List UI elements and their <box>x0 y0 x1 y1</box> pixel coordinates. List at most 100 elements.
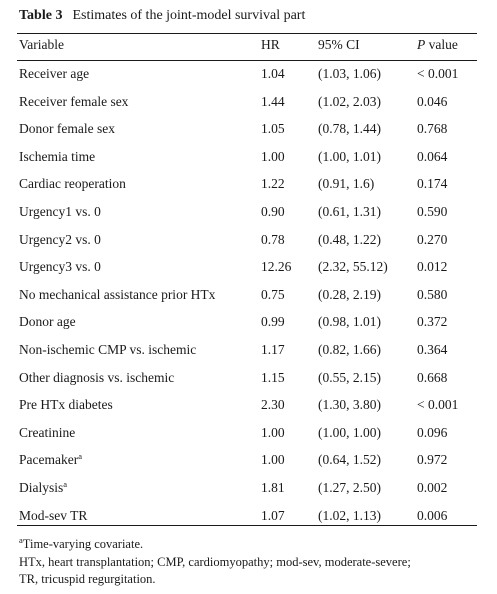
cell-variable-text: Receiver age <box>19 66 90 81</box>
cell-variable: Dialysisa <box>19 480 67 496</box>
cell-ci: (1.02, 2.03) <box>318 93 381 109</box>
cell-variable: Receiver female sex <box>19 94 128 110</box>
footnote-a-text: Time-varying covariate. <box>22 537 144 551</box>
cell-p-value: 0.768 <box>417 121 448 137</box>
cell-variable-text: Dialysis <box>19 479 64 495</box>
cell-hr: 1.44 <box>261 93 285 109</box>
cell-variable-text: Pacemaker <box>19 452 79 468</box>
cell-ci: (1.03, 1.06) <box>318 66 381 81</box>
cell-variable: Creatinine <box>19 425 75 441</box>
cell-variable: Donor age <box>19 314 76 330</box>
cell-hr: 0.99 <box>261 314 285 330</box>
cell-variable: Pre HTx diabetes <box>19 397 113 413</box>
cell-hr: 0.75 <box>261 286 285 302</box>
cell-variable: Non-ischemic CMP vs. ischemic <box>19 342 196 358</box>
cell-variable: Urgency2 vs. 0 <box>19 232 101 248</box>
footnote-marker: a <box>19 535 23 545</box>
table-row: Urgency1 vs. 0 0.90 (0.61, 1.31) 0.590 <box>0 198 497 226</box>
footnote-abbrev-1: HTx, heart transplantation; CMP, cardiom… <box>19 554 411 569</box>
cell-hr: 0.78 <box>261 231 285 247</box>
header-rule <box>17 60 477 61</box>
cell-ci: (1.27, 2.50) <box>318 479 381 495</box>
table-row: Receiver age 1.04 (1.03, 1.06) < 0.001 <box>0 60 497 88</box>
cell-variable: Pacemakera <box>19 452 82 468</box>
cell-ci: (2.32, 55.12) <box>318 259 388 275</box>
bottom-rule <box>17 525 477 527</box>
footnote-marker: a <box>78 451 82 462</box>
cell-ci: (0.55, 2.15) <box>318 369 381 385</box>
cell-variable-text: Non-ischemic CMP vs. ischemic <box>19 341 197 357</box>
header-p-word: value <box>425 37 458 52</box>
cell-ci: (0.28, 2.19) <box>318 286 381 302</box>
table-caption: Table 3 Estimates of the joint-model surv… <box>19 8 305 24</box>
cell-ci: (0.78, 1.44) <box>318 121 381 137</box>
footnote-marker: a <box>63 478 68 489</box>
cell-variable-text: Mod-sev TR <box>19 507 88 523</box>
cell-variable: Mod-sev TR <box>19 508 87 524</box>
cell-p-value: 0.668 <box>417 369 448 385</box>
cell-ci: (0.48, 1.22) <box>318 231 381 247</box>
cell-p-value: 0.046 <box>417 93 448 109</box>
cell-p-value: 0.270 <box>417 231 448 247</box>
cell-p-value: 0.002 <box>417 479 448 495</box>
cell-variable: Ischemia time <box>19 149 95 165</box>
cell-ci: (0.98, 1.01) <box>318 314 381 330</box>
cell-hr: 1.05 <box>261 121 285 137</box>
cell-p-value: 0.972 <box>417 452 448 468</box>
table-body: Receiver age 1.04 (1.03, 1.06) < 0.001 Recei… <box>0 60 497 529</box>
cell-hr: 1.00 <box>261 452 285 468</box>
cell-p-value: 0.174 <box>417 176 448 192</box>
cell-hr: 1.15 <box>261 369 285 385</box>
table-row: Urgency2 vs. 0 0.78 (0.48, 1.22) 0.270 <box>0 226 497 254</box>
cell-ci: (1.00, 1.01) <box>318 148 381 164</box>
header-p-value: P value <box>417 37 458 53</box>
cell-hr: 2.30 <box>261 397 285 413</box>
cell-p-value: 0.364 <box>417 341 448 357</box>
header-ci: 95% CI <box>318 37 360 52</box>
cell-p-value: 0.006 <box>417 507 448 523</box>
table-row: Donor female sex 1.05 (0.78, 1.44) 0.768 <box>0 115 497 143</box>
table-row: Ischemia time 1.00 (1.00, 1.01) 0.064 <box>0 143 497 171</box>
cell-p-value: < 0.001 <box>417 66 459 81</box>
header-hr: HR <box>261 37 280 52</box>
cell-hr: 1.81 <box>261 479 285 495</box>
cell-ci: (0.91, 1.6) <box>318 176 375 192</box>
cell-p-value: 0.590 <box>417 203 448 219</box>
table-number: Table 3 <box>19 8 63 23</box>
cell-p-value: 0.064 <box>417 148 448 164</box>
cell-variable: Receiver age <box>19 66 89 82</box>
cell-ci: (1.30, 3.80) <box>318 397 381 413</box>
footnote-abbrev-2: TR, tricuspid regurgitation. <box>19 572 156 586</box>
table-title: Estimates of the joint-model survival pa… <box>72 8 306 23</box>
cell-variable: No mechanical assistance prior HTx <box>19 287 215 303</box>
cell-variable-text: Other diagnosis vs. ischemic <box>19 369 175 385</box>
cell-variable-text: Receiver female sex <box>19 93 129 109</box>
cell-variable: Cardiac reoperation <box>19 176 126 192</box>
table-row: Pacemakera 1.00 (0.64, 1.52) 0.972 <box>0 446 497 474</box>
table-footnotes: aTime-varying covariate. HTx, heart tran… <box>19 536 489 589</box>
header-p-letter: P <box>417 37 426 52</box>
cell-variable-text: Urgency3 vs. 0 <box>19 259 101 275</box>
header-variable: Variable <box>19 37 64 52</box>
cell-hr: 0.90 <box>261 203 285 219</box>
cell-variable: Urgency1 vs. 0 <box>19 204 101 220</box>
cell-variable-text: Cardiac reoperation <box>19 176 126 192</box>
cell-p-value: 0.096 <box>417 424 448 440</box>
cell-hr: 1.07 <box>261 507 285 523</box>
table-row: Cardiac reoperation 1.22 (0.91, 1.6) 0.174 <box>0 170 497 198</box>
table-row: Urgency3 vs. 0 12.26 (2.32, 55.12) 0.012 <box>0 253 497 281</box>
cell-variable-text: Urgency2 vs. 0 <box>19 231 101 247</box>
cell-variable-text: No mechanical assistance prior HTx <box>19 286 216 302</box>
cell-hr: 12.26 <box>261 259 292 275</box>
table-row: Receiver female sex 1.44 (1.02, 2.03) 0.046 <box>0 88 497 116</box>
cell-variable-text: Urgency1 vs. 0 <box>19 203 101 219</box>
cell-variable-text: Donor age <box>19 314 76 330</box>
table-row: Pre HTx diabetes 2.30 (1.30, 3.80) < 0.001 <box>0 391 497 419</box>
cell-variable-text: Creatinine <box>19 424 76 440</box>
cell-ci: (1.00, 1.00) <box>318 424 381 440</box>
cell-variable-text: Pre HTx diabetes <box>19 397 113 413</box>
cell-p-value: 0.012 <box>417 259 448 275</box>
top-rule <box>17 33 477 35</box>
cell-variable: Other diagnosis vs. ischemic <box>19 370 174 386</box>
table-row: Mod-sev TR 1.07 (1.02, 1.13) 0.006 <box>0 502 497 530</box>
